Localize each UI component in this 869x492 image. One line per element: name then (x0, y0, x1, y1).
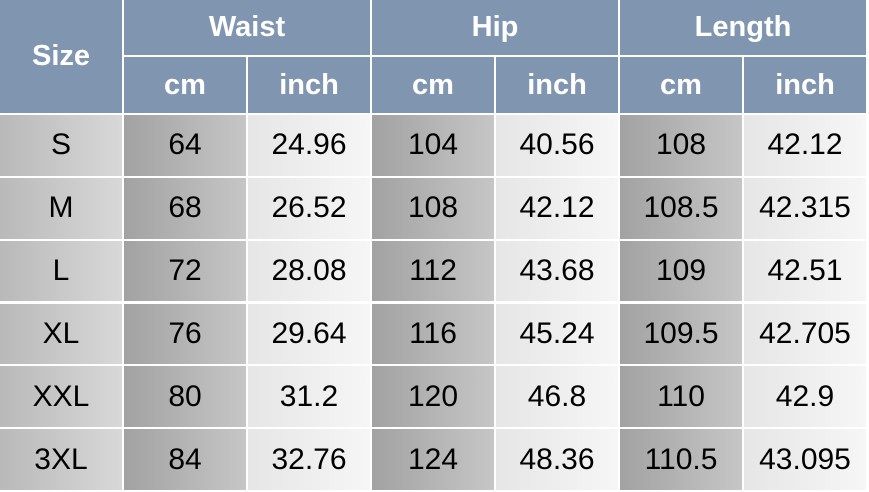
inch-value: 28.08 (248, 240, 370, 302)
unit-header: cm (372, 57, 494, 113)
inch-value: 24.96 (248, 115, 370, 176)
inch-value: 48.36 (496, 429, 618, 490)
size-label: M (0, 177, 122, 239)
unit-header: cm (124, 57, 246, 113)
inch-value: 31.2 (248, 366, 370, 428)
inch-value: 32.76 (248, 429, 370, 490)
cm-value: 109 (620, 240, 742, 302)
size-label: L (0, 240, 122, 302)
inch-value: 43.68 (496, 240, 618, 302)
size-label: 3XL (0, 429, 122, 490)
cm-value: 112 (372, 240, 494, 302)
cm-value: 110 (620, 366, 742, 428)
cm-value: 68 (124, 177, 246, 239)
group-header: Hip (372, 0, 618, 55)
cm-value: 76 (124, 303, 246, 365)
cm-value: 84 (124, 429, 246, 490)
unit-header: inch (496, 57, 618, 113)
cm-value: 116 (372, 303, 494, 365)
cm-value: 104 (372, 115, 494, 176)
size-label: S (0, 115, 122, 176)
cm-value: 108 (620, 115, 742, 176)
cm-value: 108 (372, 177, 494, 239)
inch-value: 43.095 (744, 429, 866, 490)
cm-value: 108.5 (620, 177, 742, 239)
inch-value: 26.52 (248, 177, 370, 239)
unit-header: inch (248, 57, 370, 113)
inch-value: 45.24 (496, 303, 618, 365)
cm-value: 109.5 (620, 303, 742, 365)
inch-value: 42.9 (744, 366, 866, 428)
unit-header: cm (620, 57, 742, 113)
cm-value: 64 (124, 115, 246, 176)
inch-value: 42.12 (496, 177, 618, 239)
inch-value: 29.64 (248, 303, 370, 365)
size-label: XXL (0, 366, 122, 428)
cm-value: 120 (372, 366, 494, 428)
size-header: Size (0, 0, 122, 113)
group-header: Waist (124, 0, 370, 55)
unit-header: inch (744, 57, 866, 113)
inch-value: 42.315 (744, 177, 866, 239)
inch-value: 42.705 (744, 303, 866, 365)
group-header: Length (620, 0, 866, 55)
inch-value: 42.51 (744, 240, 866, 302)
cm-value: 124 (372, 429, 494, 490)
inch-value: 42.12 (744, 115, 866, 176)
cm-value: 72 (124, 240, 246, 302)
cm-value: 80 (124, 366, 246, 428)
cm-value: 110.5 (620, 429, 742, 490)
inch-value: 46.8 (496, 366, 618, 428)
inch-value: 40.56 (496, 115, 618, 176)
size-label: XL (0, 303, 122, 365)
